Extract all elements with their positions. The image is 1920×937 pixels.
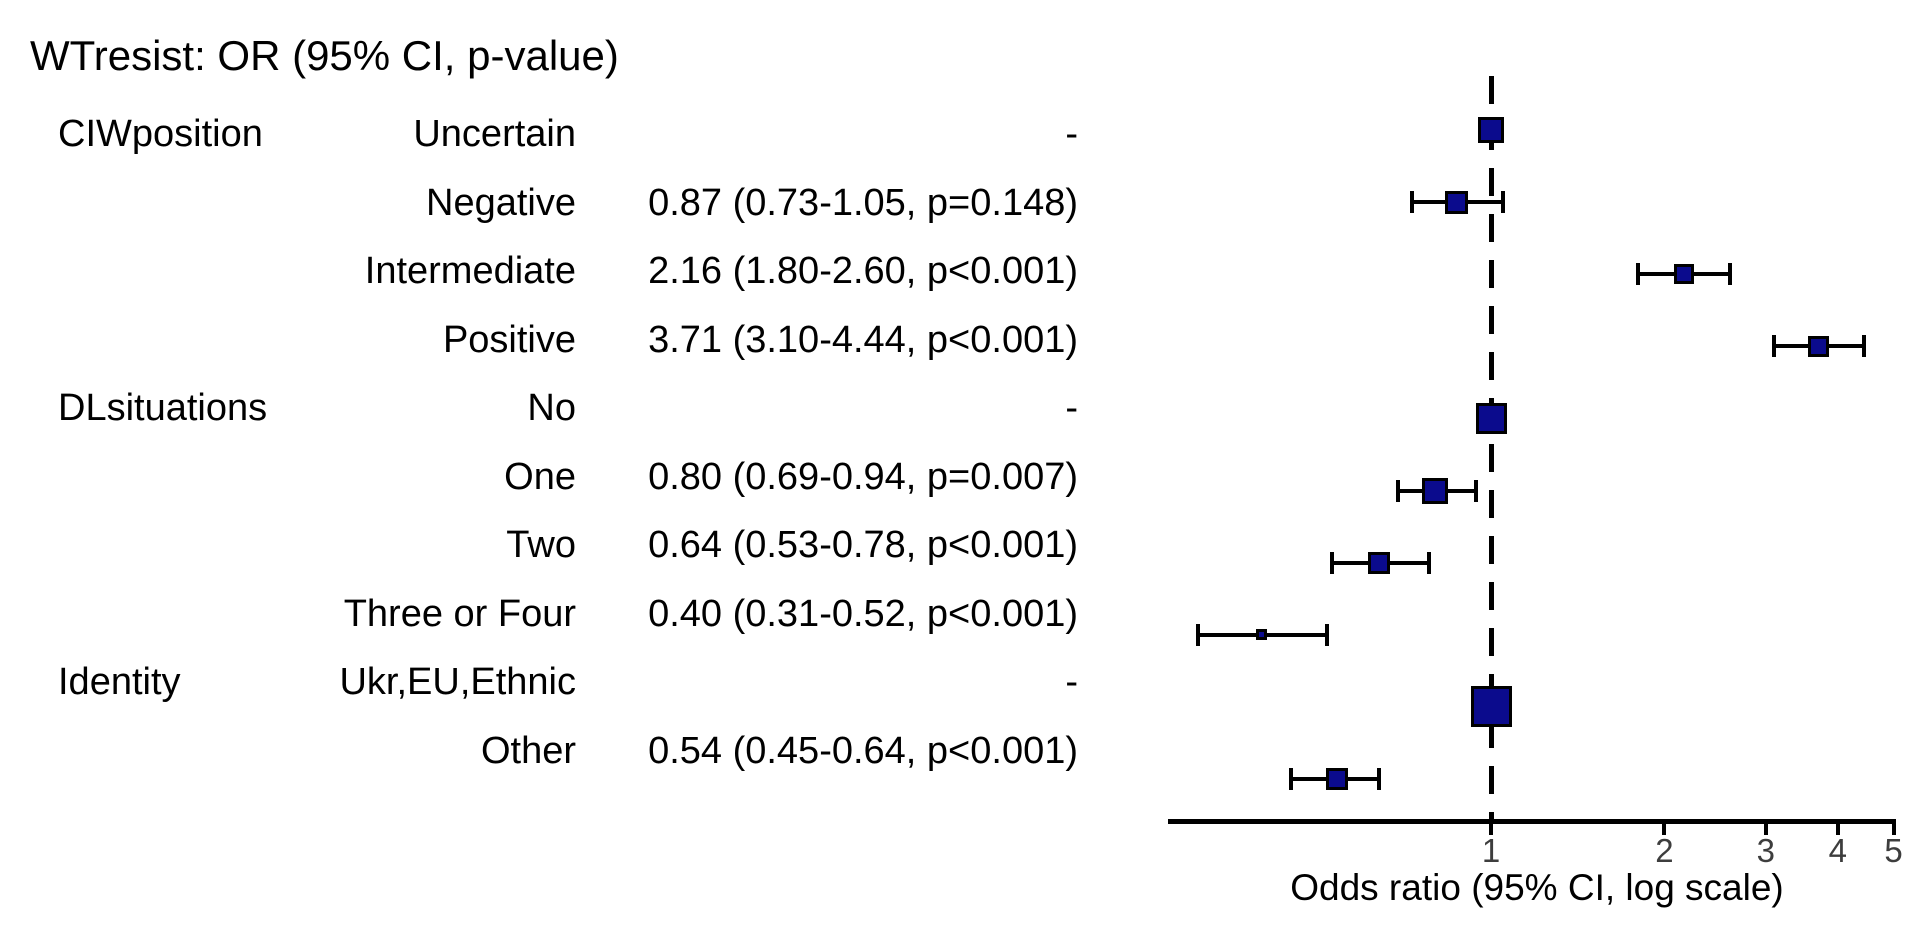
or-point-marker <box>1478 117 1504 143</box>
level-label: Two <box>506 524 576 566</box>
ci-cap-right <box>1426 551 1431 574</box>
ci-cap-right <box>1861 335 1866 358</box>
or-ci-p-text: - <box>1065 387 1078 429</box>
or-ci-p-text: 0.80 (0.69-0.94, p=0.007) <box>648 455 1078 498</box>
or-point-marker <box>1475 402 1507 434</box>
level-label: One <box>504 455 576 498</box>
level-label: Uncertain <box>413 113 576 155</box>
level-label: Positive <box>442 318 576 361</box>
group-label: Identity <box>58 661 181 703</box>
group-label: CIWposition <box>58 113 263 155</box>
or-point-marker <box>1325 767 1348 790</box>
x-axis-line <box>1168 819 1896 824</box>
or-ci-p-text: 2.16 (1.80-2.60, p<0.001) <box>648 250 1078 292</box>
or-point-marker <box>1368 551 1391 574</box>
or-ci-p-text: - <box>1065 113 1078 155</box>
x-axis-title: Odds ratio (95% CI, log scale) <box>1290 867 1784 908</box>
level-label: Ukr,EU,Ethnic <box>339 661 576 703</box>
x-axis-tick <box>1489 822 1493 835</box>
ci-cap-left <box>1636 263 1641 286</box>
ci-cap-right <box>1473 479 1478 502</box>
x-axis-tick <box>1891 822 1896 835</box>
or-ci-p-text: 0.54 (0.45-0.64, p<0.001) <box>648 729 1078 772</box>
ci-cap-right <box>1501 191 1506 214</box>
chart-title: WTresist: OR (95% CI, p-value) <box>30 32 619 79</box>
level-label: Negative <box>426 181 576 224</box>
x-axis-tick <box>1662 822 1667 835</box>
reference-line-or-1 <box>1489 76 1494 821</box>
x-axis-tick-label: 2 <box>1655 832 1674 869</box>
ci-cap-right <box>1728 263 1733 286</box>
x-axis-tick-label: 3 <box>1756 832 1775 869</box>
or-point-marker <box>1444 190 1468 214</box>
x-axis-tick-label: 5 <box>1884 832 1903 869</box>
x-axis-tick <box>1763 822 1768 835</box>
or-ci-p-text: - <box>1065 661 1078 703</box>
or-ci-p-text: 3.71 (3.10-4.44, p<0.001) <box>648 318 1078 361</box>
or-point-marker <box>1808 335 1830 357</box>
x-axis-tick-label: 1 <box>1481 832 1501 869</box>
ci-cap-right <box>1325 623 1330 646</box>
level-label: Intermediate <box>364 250 576 292</box>
or-ci-p-text: 0.40 (0.31-0.52, p<0.001) <box>648 592 1078 635</box>
ci-cap-left <box>1396 479 1401 502</box>
level-label: Other <box>480 729 576 772</box>
ci-cap-right <box>1377 767 1382 790</box>
x-axis-tick <box>1835 822 1840 835</box>
x-axis-tick-label: 4 <box>1828 832 1847 869</box>
level-label: Three or Four <box>343 592 576 635</box>
or-point-marker <box>1422 477 1449 504</box>
or-point-marker <box>1256 629 1268 641</box>
or-ci-p-text: 0.64 (0.53-0.78, p<0.001) <box>648 524 1078 566</box>
or-point-marker <box>1470 686 1512 728</box>
level-label: No <box>527 387 576 429</box>
or-ci-p-text: 0.87 (0.73-1.05, p=0.148) <box>648 181 1078 224</box>
ci-cap-left <box>1289 767 1294 790</box>
or-point-marker <box>1673 264 1694 285</box>
ci-cap-left <box>1410 191 1415 214</box>
ci-cap-left <box>1196 623 1201 646</box>
ci-cap-left <box>1772 335 1777 358</box>
group-label: DLsituations <box>58 387 268 429</box>
ci-cap-left <box>1330 551 1335 574</box>
